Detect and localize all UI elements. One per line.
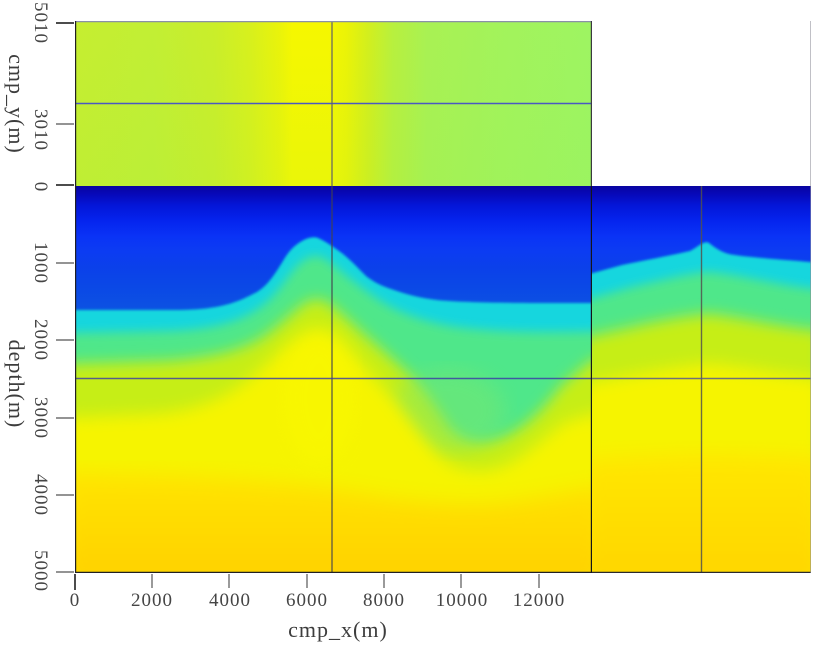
- cmp-y-tick-5010: [56, 22, 74, 24]
- cmp-y-tick-label-5010: 5010: [30, 2, 51, 44]
- depth-tick-4000: [56, 494, 74, 496]
- x-tick-label-4000: 4000: [209, 590, 251, 611]
- cmp-y-tick-label-3010: 3010: [30, 109, 51, 151]
- depth-axis-label: depth(m): [4, 339, 29, 429]
- front-section-panel: [75, 186, 592, 573]
- depth-tick-1000: [56, 262, 74, 264]
- depth-tick-0: [56, 184, 74, 186]
- cmp-x-axis-label: cmp_x(m): [288, 617, 388, 642]
- side-section-panel: [592, 186, 811, 573]
- depth-tick-label-0: 0: [30, 181, 51, 193]
- x-tick-12000: [538, 574, 540, 588]
- x-tick-8000: [383, 574, 385, 588]
- x-tick-0: [74, 574, 76, 590]
- depth-tick-label-3000: 3000: [30, 397, 51, 439]
- depth-tick-2000: [56, 339, 74, 341]
- x-tick-2000: [151, 574, 153, 588]
- depth-tick-3000: [56, 417, 74, 419]
- depth-tick-label-5000: 5000: [30, 550, 51, 592]
- depth-tick-label-1000: 1000: [30, 242, 51, 284]
- x-tick-label-6000: 6000: [286, 590, 328, 611]
- cmp-y-tick-3010: [56, 123, 74, 125]
- x-tick-label-12000: 12000: [512, 590, 566, 611]
- depth-tick-5000: [56, 571, 74, 573]
- x-tick-4000: [228, 574, 230, 588]
- figure-right-frame-line: [810, 21, 811, 573]
- map-view-panel: [75, 21, 592, 186]
- depth-tick-label-4000: 4000: [30, 474, 51, 516]
- x-tick-label-2000: 2000: [131, 590, 173, 611]
- x-tick-label-0: 0: [69, 590, 81, 611]
- x-tick-6000: [306, 574, 308, 588]
- cmp-y-axis-label: cmp_y(m): [4, 54, 29, 154]
- x-tick-label-10000: 10000: [435, 590, 489, 611]
- x-tick-label-8000: 8000: [363, 590, 405, 611]
- x-tick-10000: [460, 574, 462, 588]
- depth-tick-label-2000: 2000: [30, 319, 51, 361]
